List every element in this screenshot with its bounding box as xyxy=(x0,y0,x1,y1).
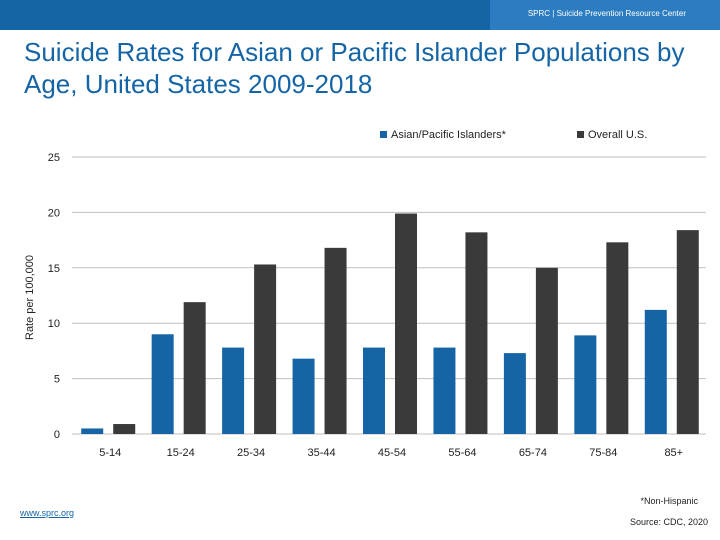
x-tick-label: 25-34 xyxy=(237,447,265,459)
bar-overall-65-74 xyxy=(535,267,558,434)
y-tick-label: 0 xyxy=(54,429,60,441)
legend-swatch xyxy=(577,131,584,138)
bar-overall-75-84 xyxy=(606,242,629,434)
legend-label: Overall U.S. xyxy=(588,129,647,141)
source-note: Source: CDC, 2020 xyxy=(629,517,708,527)
bar-asian-pacific-55-64 xyxy=(433,347,456,434)
bar-overall-25-34 xyxy=(254,264,277,434)
bar-overall-35-44 xyxy=(324,247,347,434)
website-link[interactable]: www.sprc.org xyxy=(20,508,75,518)
page-title: Suicide Rates for Asian or Pacific Islan… xyxy=(24,37,685,99)
y-axis-label: Rate per 100,000 xyxy=(24,255,36,340)
x-tick-label: 75-84 xyxy=(589,447,617,459)
x-tick-label: 65-74 xyxy=(519,447,547,459)
bar-overall-55-64 xyxy=(465,232,488,434)
header-tab xyxy=(490,0,720,30)
bar-asian-pacific-65-74 xyxy=(503,353,526,434)
bar-asian-pacific-15-24 xyxy=(151,334,174,434)
y-tick-label: 10 xyxy=(48,318,60,330)
bar-asian-pacific-45-54 xyxy=(363,347,385,434)
y-tick-label: 5 xyxy=(54,374,60,386)
x-tick-label: 35-44 xyxy=(307,447,335,459)
bar-asian-pacific-5-14 xyxy=(81,428,104,434)
x-tick-label: 55-64 xyxy=(448,447,476,459)
bar-asian-pacific-75-84 xyxy=(574,335,597,434)
header-bar: SPRC | Suicide Prevention Resource Cente… xyxy=(0,0,720,30)
y-tick-label: 20 xyxy=(48,207,60,219)
x-tick-label: 45-54 xyxy=(378,447,406,459)
y-tick-label: 15 xyxy=(48,263,60,275)
x-tick-label: 15-24 xyxy=(167,447,195,459)
bar-overall-85+ xyxy=(676,230,699,434)
org-name: SPRC | Suicide Prevention Resource Cente… xyxy=(527,9,686,18)
x-tick-label: 85+ xyxy=(664,447,683,459)
legend-swatch xyxy=(380,131,387,138)
legend-label: Asian/Pacific Islanders* xyxy=(391,129,507,141)
x-tick-label: 5-14 xyxy=(99,447,121,459)
bar-asian-pacific-85+ xyxy=(644,309,667,434)
bar-asian-pacific-25-34 xyxy=(222,347,245,434)
bar-overall-15-24 xyxy=(183,302,206,434)
footnote: *Non-Hispanic xyxy=(640,496,698,506)
bar-overall-5-14 xyxy=(113,424,136,434)
bar-overall-45-54 xyxy=(395,213,417,434)
y-tick-label: 25 xyxy=(48,152,60,164)
bar-asian-pacific-35-44 xyxy=(292,358,315,434)
